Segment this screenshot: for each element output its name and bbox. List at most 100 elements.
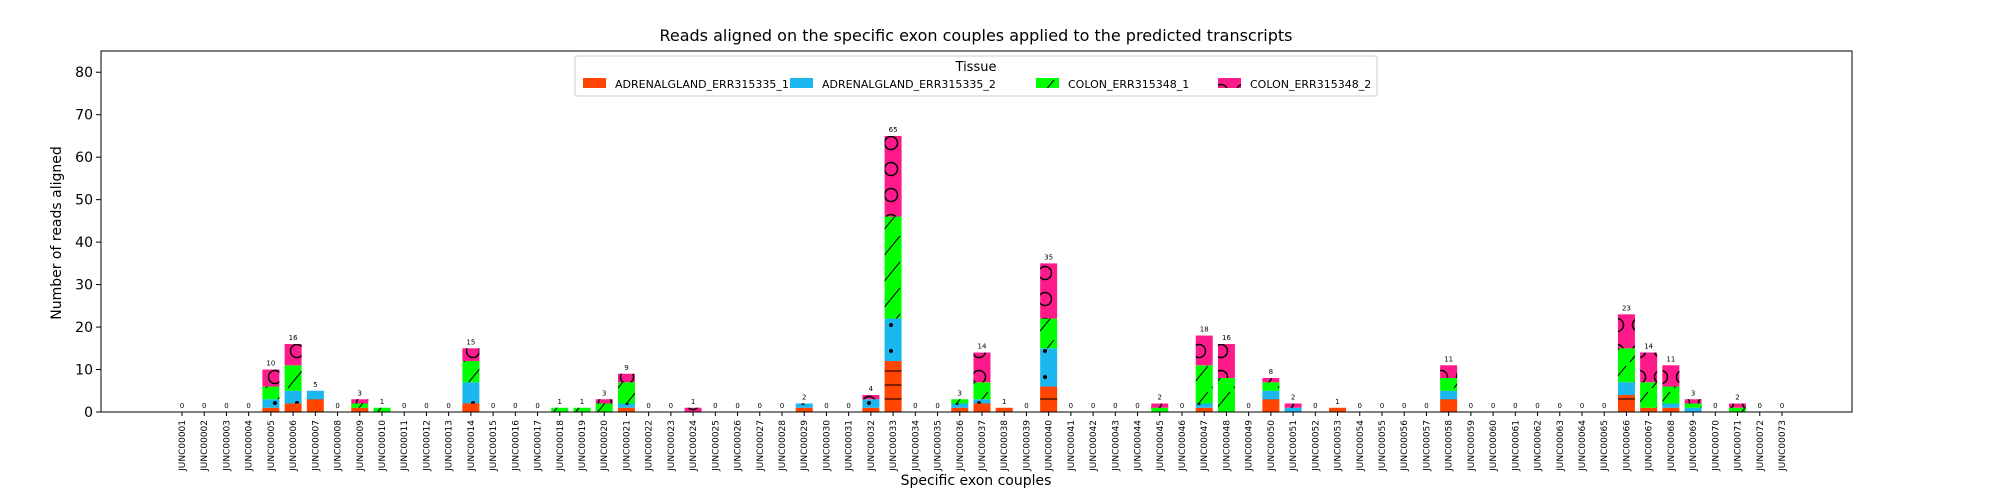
bar-segment xyxy=(1617,314,1635,349)
bar-total-label: 3 xyxy=(1691,389,1695,397)
y-tick-label: 40 xyxy=(75,235,93,251)
x-tick-label: JUNC00053 xyxy=(1334,420,1344,472)
bar-total-label: 0 xyxy=(1113,402,1117,410)
bar-hatch xyxy=(262,369,280,387)
bar-hatch xyxy=(884,361,902,412)
bar-total-label: 0 xyxy=(713,402,717,410)
bar-hatch xyxy=(1262,399,1280,412)
bar-segment xyxy=(1262,382,1280,391)
bar-hatch xyxy=(262,407,280,412)
bar-hatch xyxy=(1662,407,1680,412)
bar-total-label: 0 xyxy=(180,402,184,410)
x-tick-label: JUNC00031 xyxy=(845,420,855,472)
bar-total-label: 8 xyxy=(1269,368,1273,376)
bar-segment xyxy=(1617,348,1635,383)
bar-segment xyxy=(262,369,280,387)
x-tick-label: JUNC00049 xyxy=(1245,420,1255,472)
bar-total-label: 0 xyxy=(1358,402,1362,410)
bar-segment xyxy=(595,403,613,412)
bar-total-label: 0 xyxy=(1091,402,1095,410)
bar-segment xyxy=(1729,407,1747,412)
bar-hatch xyxy=(1262,382,1280,391)
x-tick-label: JUNC00016 xyxy=(511,420,521,472)
bar-hatch xyxy=(617,382,635,404)
legend-label: ADRENALGLAND_ERR315335_2 xyxy=(822,78,996,91)
bar-total-label: 0 xyxy=(935,402,939,410)
bar-hatch xyxy=(1617,382,1635,396)
legend-item: ADRENALGLAND_ERR315335_2 xyxy=(790,78,996,91)
bar-segment xyxy=(862,399,880,408)
y-tick-label: 70 xyxy=(75,108,93,124)
bar-total-label: 0 xyxy=(1535,402,1539,410)
x-tick-label: JUNC00063 xyxy=(1556,420,1566,472)
x-tick-label: JUNC00064 xyxy=(1578,420,1588,472)
bar-hatch xyxy=(684,407,702,412)
bar-hatch xyxy=(1262,378,1280,383)
bar-segment xyxy=(1440,399,1458,412)
bar-hatch xyxy=(1040,263,1058,319)
bar-hatch xyxy=(1440,378,1458,391)
bar-segment xyxy=(951,399,969,404)
bar-segment xyxy=(551,407,569,412)
bar-total-label: 10 xyxy=(266,360,275,368)
bar-hatch xyxy=(862,399,880,408)
plot-frame xyxy=(100,50,1853,413)
bar-total-label: 0 xyxy=(246,402,250,410)
x-tick-label: JUNC00043 xyxy=(1111,420,1121,472)
bar-segment xyxy=(462,361,480,383)
x-tick-label: JUNC00037 xyxy=(978,420,988,472)
x-tick-label: JUNC00036 xyxy=(956,420,966,472)
bar-total-label: 0 xyxy=(1491,402,1495,410)
bar-hatch xyxy=(1284,407,1302,412)
bar-hatch xyxy=(973,352,991,383)
bar-total-label: 0 xyxy=(1313,402,1317,410)
bar-segment xyxy=(1662,386,1680,404)
bar-hatch xyxy=(573,407,591,412)
bar-hatch xyxy=(1662,386,1680,404)
bar-segment xyxy=(262,386,280,400)
bar-segment xyxy=(1151,407,1169,412)
bar-segment xyxy=(951,403,969,408)
bar-segment xyxy=(1217,378,1235,412)
x-tick-label: JUNC00072 xyxy=(1756,420,1766,472)
bar-segment xyxy=(1640,352,1658,383)
bar-hatch xyxy=(284,344,302,366)
bar-segment xyxy=(1195,365,1213,404)
bar-hatch xyxy=(1195,335,1213,366)
x-tick-label: JUNC00006 xyxy=(289,420,299,472)
bar-hatch xyxy=(951,399,969,404)
bar-segment xyxy=(1440,365,1458,379)
bar-segment xyxy=(284,403,302,412)
x-tick-label: JUNC00029 xyxy=(800,420,810,472)
bar-segment xyxy=(1684,403,1702,408)
bar-segment xyxy=(795,403,813,408)
x-tick-label: JUNC00066 xyxy=(1622,420,1632,472)
x-tick-label: JUNC00039 xyxy=(1022,420,1032,472)
x-tick-label: JUNC00068 xyxy=(1667,420,1677,472)
x-axis-label: Specific exon couples xyxy=(901,473,1052,489)
x-tick-label: JUNC00055 xyxy=(1378,420,1388,472)
bar-segment xyxy=(1684,399,1702,404)
x-tick-label: JUNC00073 xyxy=(1778,420,1788,472)
x-tick-label: JUNC00014 xyxy=(467,420,477,472)
bar-segment xyxy=(617,403,635,408)
bar-hatch xyxy=(1684,407,1702,412)
bar-segment xyxy=(884,216,902,319)
bar-hatch xyxy=(1440,390,1458,400)
bar-total-label: 2 xyxy=(1735,394,1739,402)
x-tick-label: JUNC00050 xyxy=(1267,420,1277,472)
bar-total-label: 1 xyxy=(380,398,384,406)
x-tick-label: JUNC00047 xyxy=(1200,420,1210,472)
bar-total-label: 4 xyxy=(869,385,874,393)
x-tick-label: JUNC00027 xyxy=(756,420,766,472)
bar-hatch xyxy=(262,386,280,400)
x-tick-label: JUNC00003 xyxy=(222,420,232,472)
bar-total-label: 0 xyxy=(1024,402,1028,410)
x-tick-label: JUNC00054 xyxy=(1356,420,1366,472)
bar-hatch xyxy=(1640,352,1658,383)
bar-hatch xyxy=(884,318,902,362)
bar-total-label: 14 xyxy=(978,343,987,351)
bar-segment xyxy=(1195,335,1213,366)
bar-segment xyxy=(1217,344,1235,379)
legend-label: COLON_ERR315348_1 xyxy=(1068,78,1189,91)
